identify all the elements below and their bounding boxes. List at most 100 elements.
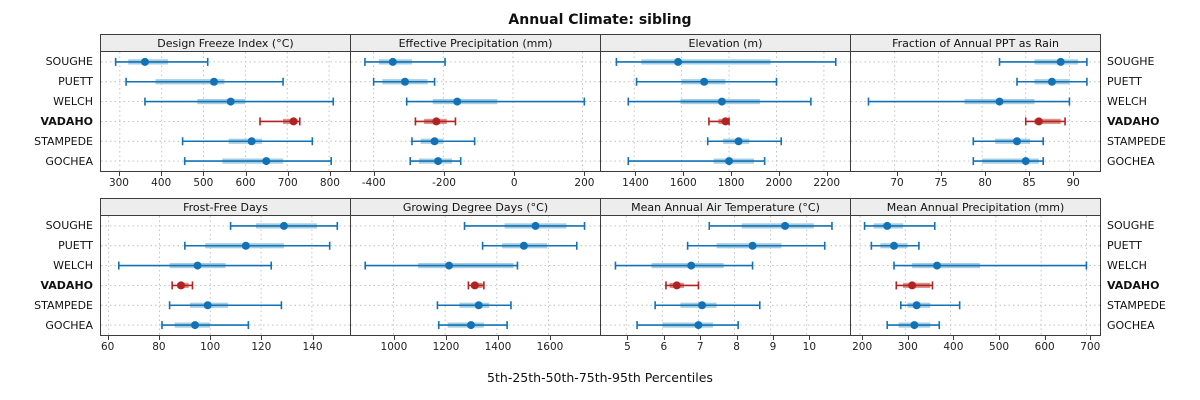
percentile-glyph-soughe [364, 57, 446, 66]
tick-mark [161, 172, 163, 176]
header-spacer [1100, 198, 1196, 215]
percentile-glyph-puett [1016, 77, 1088, 86]
tick-label: 500 [989, 341, 1010, 353]
tick-label: 8 [733, 341, 740, 353]
tick-mark [809, 336, 811, 340]
tick-mark [999, 336, 1001, 340]
site-labels-left-top: SOUGHE PUETT WELCH VADAHO STAMPEDE GOCHEA [0, 34, 100, 172]
tick-label: 200 [852, 341, 873, 353]
tick-label: 1200 [432, 341, 460, 353]
percentile-glyph-stampede [899, 301, 961, 310]
site-label-puett: PUETT [58, 238, 93, 252]
tick-label: 2000 [765, 177, 793, 189]
panel-plot [351, 52, 600, 171]
tick-mark [1029, 172, 1031, 176]
percentile-glyph-gochea [437, 321, 508, 330]
tick-mark [897, 172, 899, 176]
panel-title: Growing Degree Days (°C) [351, 199, 600, 216]
site-label-stampede: STAMPEDE [1107, 135, 1166, 149]
tick-mark [445, 336, 447, 340]
percentile-glyph-gochea [183, 157, 332, 166]
tick-label: 10 [802, 341, 817, 353]
tick-label: 9 [769, 341, 777, 353]
tick-mark [907, 336, 909, 340]
panel-plot [101, 216, 350, 335]
percentile-glyph-stampede [181, 137, 314, 146]
site-label-soughe: SOUGHE [45, 218, 93, 232]
x-axis-design-freeze-index-c: 300 400 500 600 700 800 [100, 172, 351, 198]
site-label-gochea: GOCHEA [45, 155, 93, 169]
tick-label: 6 [660, 341, 668, 353]
axis-row-bottom: 60 80 100 120 140 1000 1200 1400 1600 5 6 7 8 9 10 200 3… [0, 336, 1200, 362]
x-axis-bottom: 60 80 100 120 140 1000 1200 1400 1600 5 6 7 8 9 10 200 3… [100, 336, 1104, 362]
tick-label: 700 [1080, 341, 1101, 353]
site-label-vadaho: VADAHO [1107, 115, 1160, 129]
tick-mark [1073, 172, 1075, 176]
header-spacer [1100, 34, 1196, 51]
percentile-glyph-stampede [436, 301, 512, 310]
tick-mark [736, 336, 738, 340]
panel-plot [351, 216, 600, 335]
gridlines [351, 216, 600, 335]
percentile-glyph-vadaho [1024, 117, 1066, 126]
x-axis-frost-free-days: 60 80 100 120 140 [100, 336, 351, 362]
tick-label: 300 [897, 341, 918, 353]
percentile-glyph-welch [144, 97, 335, 106]
site-label-welch: WELCH [53, 94, 93, 108]
tick-mark [778, 172, 780, 176]
percentile-glyph-welch [893, 261, 1088, 270]
percentile-glyph-stampede [706, 137, 783, 146]
tick-mark [549, 336, 551, 340]
percentile-glyph-gochea [409, 157, 462, 166]
percentile-glyph-puett [372, 77, 436, 86]
site-label-welch: WELCH [1107, 258, 1147, 272]
tick-mark [731, 172, 733, 176]
percentile-glyph-soughe [998, 57, 1088, 66]
site-label-welch: WELCH [53, 258, 93, 272]
tick-mark [663, 336, 665, 340]
tick-label: 7 [696, 341, 704, 353]
panel-elevation-m: Elevation (m) [600, 34, 851, 172]
site-labels-right-top: SOUGHE PUETT WELCH VADAHO STAMPEDE GOCHEA [1100, 34, 1196, 172]
percentile-glyph-soughe [863, 221, 936, 230]
percentile-glyph-soughe [229, 221, 339, 230]
panel-title: Fraction of Annual PPT as Rain [851, 35, 1100, 52]
percentile-glyph-welch [364, 261, 519, 270]
tick-label: 120 [251, 341, 272, 353]
site-label-stampede: STAMPEDE [34, 135, 93, 149]
page-title: Annual Climate: sibling [508, 12, 692, 28]
site-label-gochea: GOCHEA [1107, 155, 1155, 169]
percentile-glyph-vadaho [665, 281, 700, 290]
panel-plot [851, 216, 1100, 335]
tick-label: 1000 [380, 341, 408, 353]
percentile-glyph-soughe [463, 221, 586, 230]
percentile-glyph-puett [481, 241, 578, 250]
panel-growing-degree-days-c: Growing Degree Days (°C) [350, 198, 601, 336]
x-axis-elevation-m: 1400 1600 1800 2000 2200 [602, 172, 853, 198]
percentile-glyph-gochea [636, 321, 739, 330]
tick-mark [700, 336, 702, 340]
panel-plot [601, 216, 850, 335]
gridlines [351, 52, 600, 171]
tick-label: 0 [510, 177, 518, 189]
percentile-glyph-welch [405, 97, 586, 106]
tick-mark [862, 336, 864, 340]
x-axis-top: 300 400 500 600 700 800 -400 -200 0 200 1400 1600 18… [100, 172, 1104, 198]
percentile-glyph-puett [686, 241, 826, 250]
panel-title: Elevation (m) [601, 35, 850, 52]
tick-mark [329, 172, 331, 176]
tick-label: 2200 [813, 177, 841, 189]
gridlines [851, 52, 1100, 171]
panel-title: Frost-Free Days [101, 199, 350, 216]
panel-frost-free-days: Frost-Free Days [100, 198, 351, 336]
header-spacer [0, 34, 100, 51]
x-axis-fraction-of-annual-ppt-as-rain: 70 75 80 85 90 [853, 172, 1104, 198]
panels-top: Design Freeze Index (°C) Effective Precip… [100, 34, 1101, 172]
tick-mark [444, 172, 446, 176]
percentile-glyph-stampede [168, 301, 283, 310]
tick-label: 85 [1022, 177, 1036, 189]
percentile-glyph-soughe [708, 221, 833, 230]
gridlines [101, 216, 350, 335]
tick-label: 60 [100, 341, 115, 353]
tick-label: 200 [574, 177, 595, 189]
